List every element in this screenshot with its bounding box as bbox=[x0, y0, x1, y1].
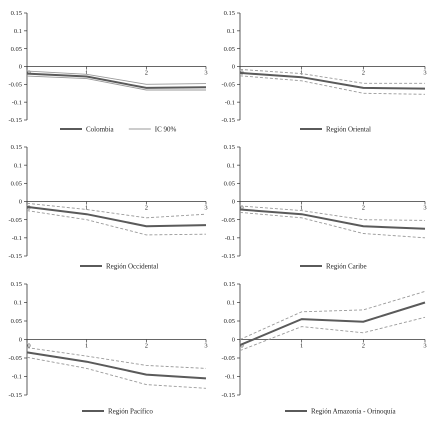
y-tick-label: 0 bbox=[19, 337, 22, 344]
series-estimate-line bbox=[26, 72, 207, 89]
series-ci-line bbox=[239, 290, 426, 340]
series-estimate-line bbox=[239, 301, 426, 347]
x-tick-label: 0 bbox=[240, 343, 243, 350]
legend-label: Región Pacífico bbox=[108, 408, 153, 416]
y-tick-label: -0.1 bbox=[225, 99, 235, 106]
x-tick-label: 2 bbox=[145, 70, 148, 77]
x-tick-label: 2 bbox=[145, 205, 148, 212]
panel-4: 0.15 0.1 0.05 0 -0.05 -0.1 -0.15 0 1 2 3 Región Car… bbox=[221, 144, 426, 270]
y-tick-label: -0.1 bbox=[12, 374, 22, 381]
x-tick-label: 3 bbox=[423, 343, 426, 350]
y-tick-label: -0.1 bbox=[225, 235, 235, 242]
y-tick-label: 0.1 bbox=[227, 28, 235, 35]
x-tick-label: 0 bbox=[240, 205, 243, 212]
series-estimate-line bbox=[26, 205, 207, 228]
y-tick-label: -0.1 bbox=[225, 374, 235, 381]
y-tick-label: 0.1 bbox=[227, 162, 235, 169]
x-tick-label: 1 bbox=[300, 205, 303, 212]
y-tick-label: -0.05 bbox=[221, 355, 235, 362]
y-tick-label: 0 bbox=[232, 199, 235, 206]
y-tick-label: -0.1 bbox=[12, 235, 22, 242]
panel-5: 0.15 0.1 0.05 0 -0.05 -0.1 -0.15 0 1 2 3 Región Pac… bbox=[8, 281, 207, 415]
y-tick-label: -0.15 bbox=[8, 117, 22, 124]
y-tick-label: 0.05 bbox=[224, 181, 235, 188]
y-tick-label: -0.1 bbox=[12, 99, 22, 106]
series-ci-line bbox=[26, 75, 206, 91]
y-tick-label: -0.15 bbox=[8, 253, 22, 260]
y-tick-label: -0.15 bbox=[221, 392, 235, 399]
x-tick-label: 2 bbox=[145, 343, 148, 350]
y-tick-label: 0 bbox=[232, 337, 235, 344]
x-tick-label: 1 bbox=[300, 70, 303, 77]
y-tick-label: 0.1 bbox=[227, 300, 235, 307]
x-tick-label: 2 bbox=[362, 70, 365, 77]
y-tick-label: -0.05 bbox=[8, 82, 22, 89]
x-tick-label: 1 bbox=[85, 205, 88, 212]
series-ci-line bbox=[26, 356, 207, 389]
y-tick-label: 0.05 bbox=[11, 181, 22, 188]
y-tick-label: -0.15 bbox=[221, 117, 235, 124]
y-tick-label: 0.1 bbox=[14, 28, 22, 35]
x-tick-label: 1 bbox=[300, 343, 303, 350]
y-tick-label: 0 bbox=[232, 64, 235, 71]
series-ci-line bbox=[26, 70, 207, 85]
y-tick-label: 0.1 bbox=[14, 300, 22, 307]
y-tick-label: 0.05 bbox=[11, 318, 22, 325]
x-tick-label: 2 bbox=[362, 205, 365, 212]
x-tick-label: 3 bbox=[423, 70, 426, 77]
legend-label: Colombia bbox=[86, 126, 115, 134]
y-tick-label: 0.15 bbox=[11, 281, 22, 288]
series-ci-line bbox=[239, 75, 426, 95]
y-tick-label: -0.05 bbox=[221, 82, 235, 89]
series-ci-line bbox=[26, 202, 207, 219]
panel-6: 0.15 0.1 0.05 0 -0.05 -0.1 -0.15 0 1 2 3 Región Ama… bbox=[221, 281, 426, 415]
x-tick-label: 3 bbox=[204, 343, 207, 350]
series-estimate-line bbox=[239, 208, 426, 230]
legend-label: Región Oriental bbox=[326, 126, 371, 134]
y-tick-label: 0.15 bbox=[224, 10, 235, 17]
x-tick-label: 1 bbox=[85, 70, 88, 77]
x-tick-label: 3 bbox=[423, 205, 426, 212]
y-tick-label: 0 bbox=[19, 64, 22, 71]
legend-label: IC 90% bbox=[155, 126, 177, 134]
y-tick-label: -0.05 bbox=[221, 217, 235, 224]
series-ci-line bbox=[26, 210, 207, 236]
series-estimate-line bbox=[239, 71, 426, 90]
y-tick-label: 0.15 bbox=[11, 144, 22, 151]
y-tick-label: -0.05 bbox=[8, 355, 22, 362]
series-estimate-line bbox=[26, 351, 207, 380]
x-tick-label: 2 bbox=[362, 343, 365, 350]
legend-label: Región Amazonía - Orinoquía bbox=[311, 408, 396, 416]
y-tick-label: 0.05 bbox=[11, 46, 22, 53]
x-tick-label: 3 bbox=[204, 70, 207, 77]
x-tick-label: 3 bbox=[204, 205, 207, 212]
series-ci-line bbox=[239, 211, 426, 239]
legend-label: Región Caribe bbox=[326, 263, 367, 271]
y-tick-label: 0.15 bbox=[224, 144, 235, 151]
y-tick-label: 0.05 bbox=[224, 318, 235, 325]
series-ci-line bbox=[239, 316, 426, 352]
series-ci-line bbox=[239, 205, 426, 221]
y-tick-label: -0.15 bbox=[8, 392, 22, 399]
y-tick-label: 0.15 bbox=[11, 10, 22, 17]
x-tick-label: 1 bbox=[85, 343, 88, 350]
y-tick-label: 0.05 bbox=[224, 46, 235, 53]
y-tick-label: -0.05 bbox=[8, 217, 22, 224]
y-tick-label: 0.1 bbox=[14, 162, 22, 169]
x-tick-label: 0 bbox=[27, 343, 30, 350]
series-ci-line bbox=[26, 347, 207, 369]
y-tick-label: -0.15 bbox=[221, 253, 235, 260]
series-ci-line bbox=[239, 68, 425, 84]
y-tick-label: 0 bbox=[19, 199, 22, 206]
legend-label: Región Occidental bbox=[106, 263, 158, 271]
y-tick-label: 0.15 bbox=[224, 281, 235, 288]
